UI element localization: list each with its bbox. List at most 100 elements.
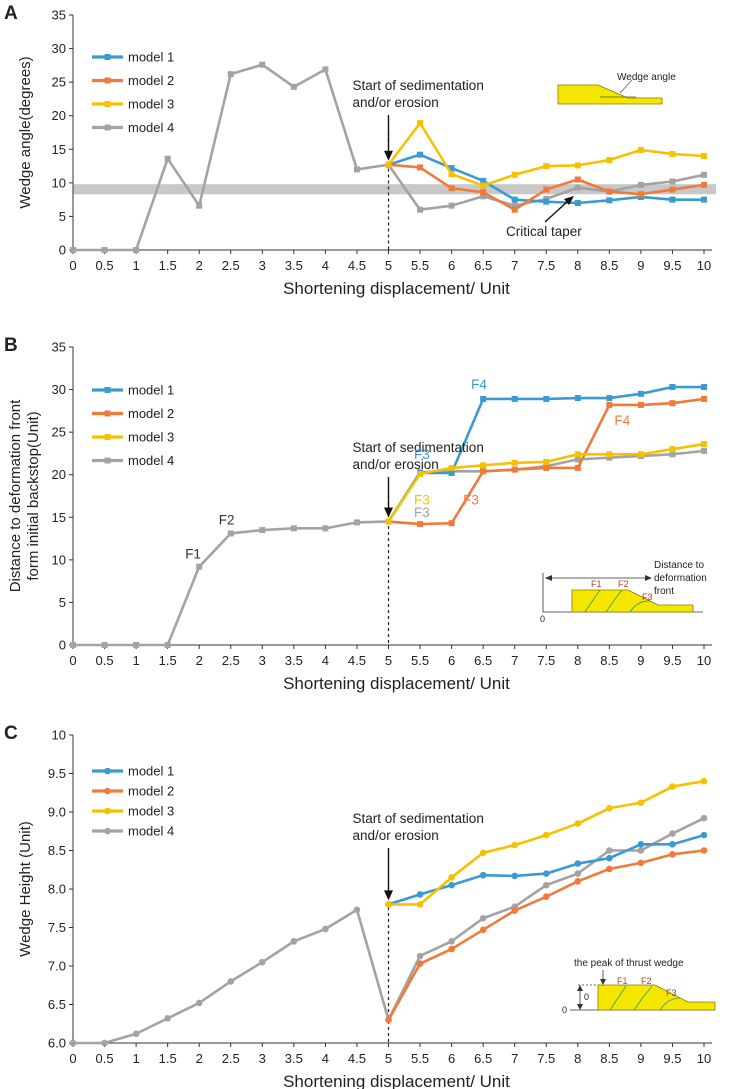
x-tick-label: 7 — [511, 258, 518, 273]
chart-panel-A: A 0 5 10 15 20 25 30 35 0 0.5 1 1.5 2 2.5 3 3.5 4 4.5 5 5.5 6… — [4, 3, 716, 298]
y-tick-label: 8.0 — [48, 882, 66, 897]
x-tick-label: 10 — [697, 1051, 711, 1066]
data-point — [70, 247, 76, 253]
critical-taper-label: Critical taper — [506, 224, 582, 239]
data-point — [132, 1030, 140, 1038]
y-tick-label: 6.5 — [48, 997, 66, 1012]
inset-height-zero: 0 — [584, 992, 589, 1002]
data-point — [353, 519, 360, 526]
data-point — [543, 198, 550, 205]
data-point — [511, 171, 518, 178]
x-tick-label: 8 — [574, 1051, 581, 1066]
x-tick-label: 8.5 — [600, 1051, 618, 1066]
data-point — [479, 849, 487, 857]
x-tick-label: 2.5 — [222, 1051, 240, 1066]
data-point — [448, 881, 455, 889]
data-point — [259, 958, 266, 966]
data-point — [542, 831, 550, 839]
inset-arrow-left — [545, 575, 552, 581]
x-axis-label: Shortening displacement/ Unit — [283, 674, 510, 693]
legend-marker — [104, 807, 111, 815]
data-point — [417, 206, 424, 213]
data-point — [637, 146, 644, 153]
data-point — [637, 841, 645, 848]
data-point — [574, 456, 581, 463]
sedimentation-annotation-line: and/or erosion — [353, 95, 439, 110]
legend-marker — [104, 77, 111, 84]
data-point — [574, 860, 582, 867]
y-tick-label: 9.0 — [48, 805, 66, 820]
data-point — [417, 521, 424, 528]
fault-label: F2 — [219, 512, 235, 527]
data-point — [448, 945, 455, 953]
x-tick-label: 2 — [196, 653, 203, 668]
x-tick-label: 2.5 — [222, 258, 240, 273]
data-point — [701, 441, 707, 448]
inset-pointer — [619, 79, 633, 94]
data-point — [637, 451, 644, 458]
data-point — [511, 202, 518, 209]
data-point — [574, 200, 581, 206]
series-model-2 — [385, 847, 708, 1024]
sedimentation-annotation-line: and/or erosion — [353, 457, 439, 472]
x-tick-label: 6 — [448, 258, 455, 273]
inset-fault-label: F1 — [617, 976, 628, 986]
inset-fault — [659, 997, 681, 1011]
data-point — [700, 777, 708, 785]
wedge-angle-inset: Wedge angle — [557, 72, 676, 105]
panel-label: C — [4, 723, 18, 744]
data-point — [101, 642, 108, 648]
legend-entry: model 3 — [128, 97, 174, 112]
x-axis-label: Shortening displacement/ Unit — [283, 1072, 510, 1089]
data-point — [101, 1039, 108, 1047]
data-point — [417, 120, 424, 127]
legend-marker — [104, 827, 111, 835]
data-point — [479, 914, 487, 922]
data-point — [511, 459, 518, 466]
inset-height-arrow-up — [577, 985, 583, 991]
inset-fault-label: F3 — [642, 592, 653, 602]
data-point — [416, 891, 424, 898]
inset-label: Distance to deformation front — [654, 560, 707, 597]
data-point — [511, 395, 518, 402]
x-tick-label: 3 — [259, 653, 266, 668]
data-point — [480, 462, 487, 469]
data-point — [448, 464, 455, 471]
y-tick-label: 0 — [59, 243, 66, 258]
panel-label: A — [4, 3, 18, 24]
data-point — [701, 384, 707, 391]
sedimentation-annotation-line: and/or erosion — [353, 828, 439, 843]
y-tick-label: 5 — [59, 209, 66, 224]
data-point — [669, 783, 676, 790]
data-point — [606, 395, 613, 402]
data-point — [353, 166, 360, 173]
y-tick-label: 10 — [52, 728, 66, 743]
x-tick-label: 1.5 — [159, 1051, 177, 1066]
data-point — [669, 150, 676, 157]
y-tick-label: 10 — [52, 552, 66, 567]
data-point — [574, 395, 581, 402]
inset-pointer-head — [600, 979, 606, 985]
data-point — [511, 841, 518, 849]
data-point — [637, 859, 645, 867]
data-point — [480, 468, 487, 475]
x-tick-label: 2 — [196, 1051, 203, 1066]
sedimentation-arrowhead — [384, 507, 393, 518]
data-point — [448, 874, 455, 881]
data-point — [290, 83, 297, 90]
data-point — [700, 847, 708, 854]
legend-marker — [104, 767, 111, 775]
sedimentation-annotation: Start of sedimentation and/or erosion — [353, 811, 484, 843]
data-point — [669, 851, 676, 858]
data-point — [606, 401, 613, 408]
data-point — [574, 464, 581, 471]
data-point — [542, 870, 550, 877]
data-point — [511, 907, 518, 914]
data-point — [606, 847, 613, 854]
data-point — [385, 901, 392, 908]
x-tick-label: 7 — [511, 653, 518, 668]
data-point — [385, 1016, 392, 1024]
data-point — [637, 799, 645, 807]
inset-label-line: front — [654, 586, 674, 597]
y-axis-label: Wedge Height (Unit) — [17, 821, 34, 957]
